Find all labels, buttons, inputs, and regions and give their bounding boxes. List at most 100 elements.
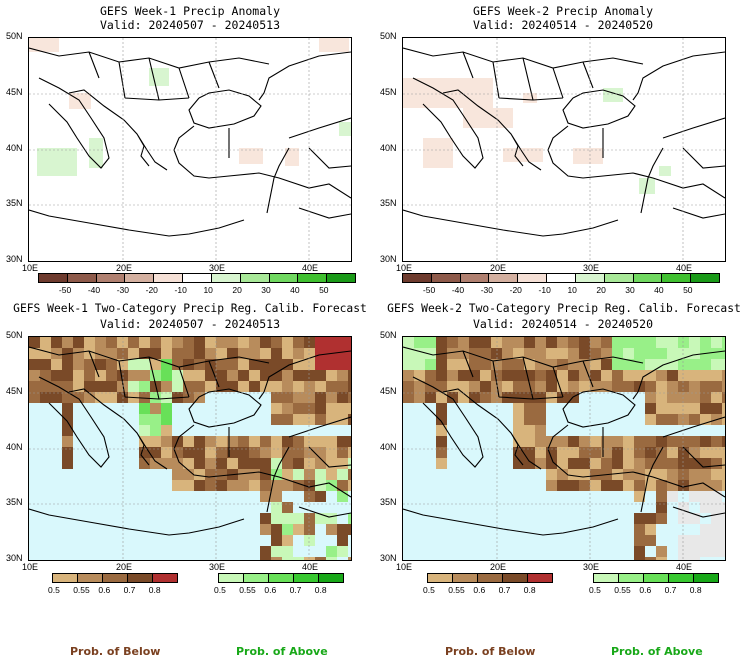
probability-cell <box>645 370 656 381</box>
probability-cell <box>711 480 722 491</box>
probability-cell <box>194 370 205 381</box>
latitude-label: 50N <box>6 31 23 41</box>
probability-cell <box>480 370 491 381</box>
probability-cell <box>326 414 337 425</box>
probability-cell <box>227 458 238 469</box>
probability-cell <box>249 337 260 348</box>
colorbar-swatch <box>39 274 68 282</box>
probability-cell <box>579 381 590 392</box>
probability-cell <box>634 480 645 491</box>
probability-cell <box>656 458 667 469</box>
probability-cell <box>315 513 326 524</box>
probability-cell <box>425 359 436 370</box>
latitude-label: 40N <box>6 442 23 452</box>
probability-cell <box>172 381 183 392</box>
probability-cell <box>590 480 601 491</box>
probability-cell <box>601 436 612 447</box>
probability-cell <box>447 337 458 348</box>
probability-cell <box>557 359 568 370</box>
probability-cell <box>645 535 656 546</box>
probability-cell <box>700 370 711 381</box>
probability-cell <box>337 403 348 414</box>
probability-cell <box>337 392 348 403</box>
probability-cell <box>260 557 271 560</box>
probability-cell <box>667 491 678 502</box>
probability-cell <box>315 458 326 469</box>
probability-cell <box>84 381 95 392</box>
probability-cell <box>62 414 73 425</box>
probability-cell <box>425 370 436 381</box>
probability-cell <box>568 348 579 359</box>
probability-cell <box>491 348 502 359</box>
probability-cell <box>722 502 725 513</box>
probability-cell <box>238 359 249 370</box>
probability-cell <box>238 348 249 359</box>
probability-cell <box>205 480 216 491</box>
probability-cell <box>612 348 623 359</box>
longitude-label: 20E <box>116 562 133 572</box>
probability-cell <box>238 458 249 469</box>
latitude-label: 50N <box>380 31 397 41</box>
probability-cell <box>326 524 337 535</box>
probability-cell <box>601 381 612 392</box>
probability-cell <box>315 469 326 480</box>
probability-cell <box>62 436 73 447</box>
probability-cell <box>579 370 590 381</box>
coastlines <box>29 346 351 536</box>
colorbar-label: 0.5 <box>589 585 601 595</box>
probability-cell <box>513 337 524 348</box>
longitude-label: 40E <box>676 263 693 273</box>
probability-cell <box>150 458 161 469</box>
probability-cell <box>645 414 656 425</box>
probability-cell <box>205 458 216 469</box>
probability-cell <box>557 480 568 491</box>
probability-cell <box>689 436 700 447</box>
probability-cell <box>634 348 645 359</box>
probability-cell <box>293 403 304 414</box>
probability-cell <box>623 370 634 381</box>
probability-cell <box>106 370 117 381</box>
probability-cell <box>634 513 645 524</box>
probability-cell <box>271 359 282 370</box>
probability-cell <box>711 392 722 403</box>
probability-cell <box>194 348 205 359</box>
probability-cell <box>348 458 351 469</box>
probability-cell <box>62 458 73 469</box>
probability-cell <box>447 381 458 392</box>
probability-cell <box>326 513 337 524</box>
probability-cell <box>282 392 293 403</box>
latitude-label: 30N <box>380 553 397 563</box>
probability-cell <box>568 337 579 348</box>
probability-cell <box>172 370 183 381</box>
probability-cell <box>568 447 579 458</box>
probability-cell <box>722 447 725 458</box>
colorbar-swatch <box>240 274 270 282</box>
probability-cell <box>634 337 645 348</box>
probability-cell <box>271 480 282 491</box>
colorbar-label: 50 <box>683 285 693 295</box>
probability-cell <box>700 469 711 480</box>
panel3-valid: Valid: 20240507 - 20240513 <box>99 317 280 331</box>
probability-cell <box>73 381 84 392</box>
probability-cell <box>326 458 337 469</box>
probability-cell <box>216 469 227 480</box>
probability-cell <box>293 447 304 458</box>
probability-cell <box>689 491 700 502</box>
probability-cell <box>678 381 689 392</box>
probability-cell <box>51 359 62 370</box>
colorbar-label: 0.8 <box>523 585 536 595</box>
probability-cell <box>590 337 601 348</box>
probability-cell <box>304 491 315 502</box>
probability-cell <box>678 557 689 560</box>
colorbar-label: 0.55 <box>448 585 465 595</box>
colorbar-label: 0.6 <box>473 585 486 595</box>
colorbar-swatch <box>327 274 355 282</box>
probability-cell <box>293 370 304 381</box>
probability-cell <box>62 337 73 348</box>
probability-cell <box>524 414 535 425</box>
probability-cell <box>249 436 260 447</box>
probability-cell <box>282 480 293 491</box>
probability-cell <box>183 381 194 392</box>
colorbar-swatch <box>244 574 269 582</box>
probability-cell <box>700 480 711 491</box>
